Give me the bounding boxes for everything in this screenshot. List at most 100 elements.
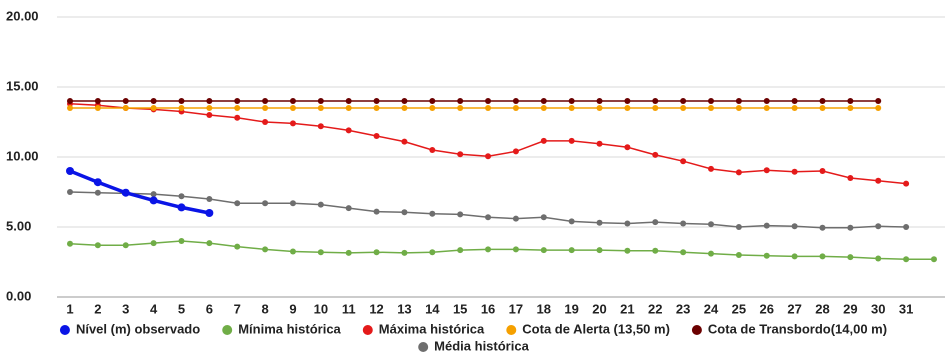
data-point [708,250,715,257]
data-point [150,191,157,198]
x-tick-label: 11 [342,301,356,316]
data-point [680,98,687,104]
data-point [875,105,882,111]
data-point [540,214,547,221]
data-point [206,240,213,247]
data-point [262,105,269,111]
data-point [708,165,715,172]
x-tick-label: 26 [760,301,774,316]
data-point [317,105,324,111]
data-point [262,119,269,125]
legend-label: Cota de Alerta (13,50 m) [522,321,670,336]
data-point [457,105,464,111]
data-point [735,98,742,104]
x-tick-label: 25 [732,301,746,316]
data-point [373,249,380,256]
data-point [540,137,547,144]
data-point [568,105,575,111]
data-point [67,98,73,104]
x-tick-label: 28 [815,301,829,316]
x-tick-label: 9 [289,301,296,316]
data-point [512,98,519,104]
data-point [429,147,436,153]
data-point [791,253,798,260]
data-point [624,105,631,111]
data-point [373,105,380,111]
data-point [680,158,687,165]
data-point [847,175,854,181]
data-point [485,153,492,160]
data-point [624,220,631,227]
legend-marker [362,325,373,335]
data-point [289,200,296,207]
data-point [150,98,157,104]
data-point [791,223,798,230]
data-point [485,214,492,221]
data-point [206,196,213,202]
legend-label: Nível (m) observado [76,321,200,336]
data-point [457,98,464,104]
data-point [624,144,631,151]
data-point [485,98,492,104]
y-tick-label: 5.00 [6,218,31,233]
data-point [763,252,770,259]
data-point [206,98,213,104]
data-point [150,105,157,111]
data-point [317,123,324,130]
data-point [94,189,101,196]
data-point [568,247,575,254]
x-tick-label: 13 [397,301,411,316]
data-point [875,223,882,230]
y-tick-label: 10.00 [6,148,39,163]
data-point [596,219,603,226]
series-line [69,103,907,185]
data-point [540,98,547,104]
data-point [875,177,882,184]
data-point [373,98,380,104]
data-point [652,105,659,111]
legend-label: Máxima histórica [379,321,485,336]
data-point [847,98,854,104]
data-point [457,211,464,218]
data-point [345,205,352,212]
data-point [708,221,715,228]
x-tick-label: 3 [122,301,129,316]
x-tick-label: 16 [481,301,495,316]
legend-label: Média histórica [434,338,529,353]
data-point [512,148,519,155]
y-tick-label: 0.00 [6,288,31,303]
data-point [652,151,659,158]
data-point [178,193,185,200]
data-point [289,98,296,104]
data-point [317,201,324,208]
data-point [206,105,213,111]
data-point [708,98,715,104]
x-tick-label: 20 [592,301,606,316]
data-point [177,203,186,212]
legend-marker [222,325,233,335]
x-tick-label: 7 [234,301,241,316]
x-tick-label: 17 [509,301,523,316]
data-point [178,238,185,244]
data-point [596,105,603,111]
data-point [791,105,798,111]
legend-marker [691,325,702,335]
data-point [512,215,519,222]
x-tick-label: 30 [871,301,885,316]
x-tick-label: 6 [206,301,213,316]
data-point [735,224,742,230]
data-point [345,98,352,104]
data-point [289,105,296,111]
data-point [512,246,519,253]
x-tick-label: 24 [704,301,719,316]
data-point [429,249,436,256]
y-tick-label: 20.00 [6,8,39,23]
data-point [875,98,882,104]
data-point [429,210,436,217]
series-line [69,240,934,260]
data-point [262,200,269,207]
data-point [345,127,352,134]
legend-label: Cota de Transbordo(14,00 m) [708,321,887,336]
data-point [234,114,241,121]
data-point [568,218,575,225]
